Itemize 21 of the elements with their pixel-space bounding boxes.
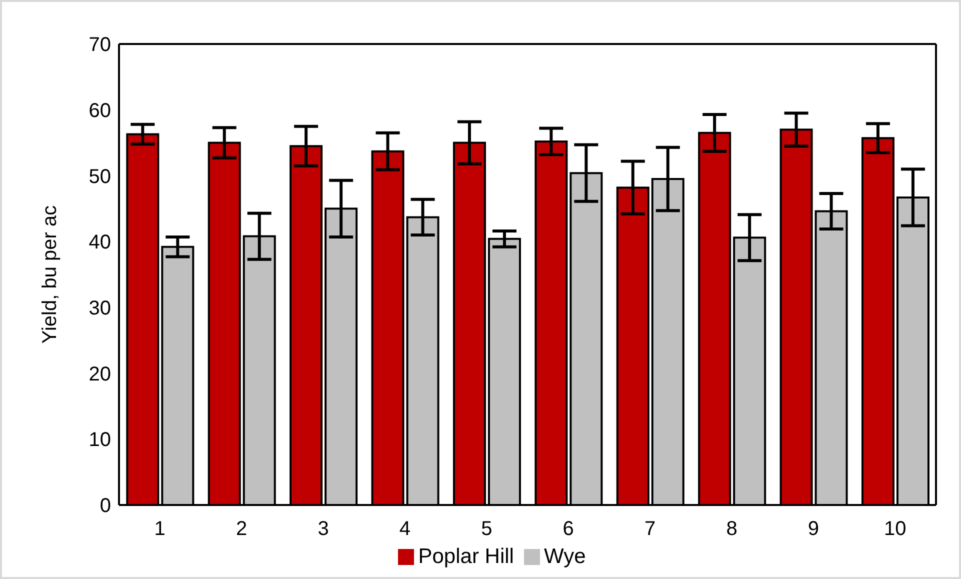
x-tick-label: 3 [318, 518, 329, 540]
y-tick-label: 30 [88, 298, 111, 320]
x-tick-label: 1 [154, 518, 166, 540]
x-tick-label: 6 [562, 518, 574, 540]
y-tick-label: 40 [88, 232, 111, 254]
y-tick-label: 50 [88, 166, 111, 188]
x-tick-label: 8 [726, 518, 738, 540]
x-tick-label: 10 [884, 518, 906, 540]
x-tick-label: 7 [644, 518, 656, 540]
x-tick-label: 4 [399, 518, 411, 540]
y-tick-label: 60 [88, 100, 111, 122]
x-tick-label: 2 [236, 518, 248, 540]
x-tick-label: 5 [481, 518, 492, 540]
y-axis-title: Yield, bu per ac [39, 205, 62, 344]
legend-label: Wye [544, 545, 586, 568]
y-tick-label: 0 [100, 495, 111, 518]
x-tick-label: 9 [808, 518, 820, 540]
y-tick-label: 70 [88, 34, 111, 56]
legend-label: Poplar Hill [418, 545, 514, 568]
y-tick-label: 20 [88, 363, 111, 386]
y-tick-label: 10 [88, 429, 111, 452]
